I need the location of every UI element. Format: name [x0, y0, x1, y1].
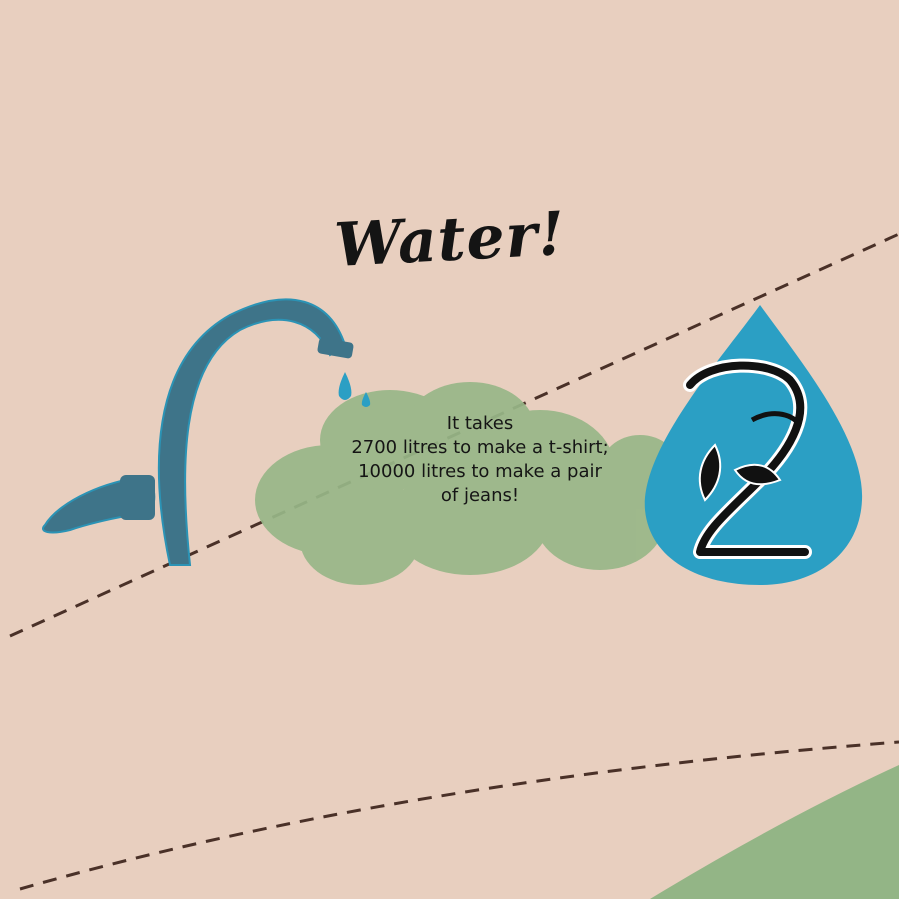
green-corner-shape [650, 765, 899, 899]
leaf-logo-icon [683, 358, 812, 559]
green-blob [255, 382, 680, 585]
fact-line: 2700 litres to make a t-shirt; [351, 437, 609, 458]
fact-line: 10000 litres to make a pair [358, 461, 602, 482]
falling-drops [338, 372, 371, 407]
dashed-line-lower [19, 740, 899, 891]
water-fact-text: It takes 2700 litres to make a t-shirt; … [290, 412, 670, 508]
fact-line: It takes [446, 413, 514, 434]
fact-line: of jeans! [440, 485, 520, 506]
faucet-icon [42, 298, 354, 566]
water-drop-icon [644, 305, 863, 585]
